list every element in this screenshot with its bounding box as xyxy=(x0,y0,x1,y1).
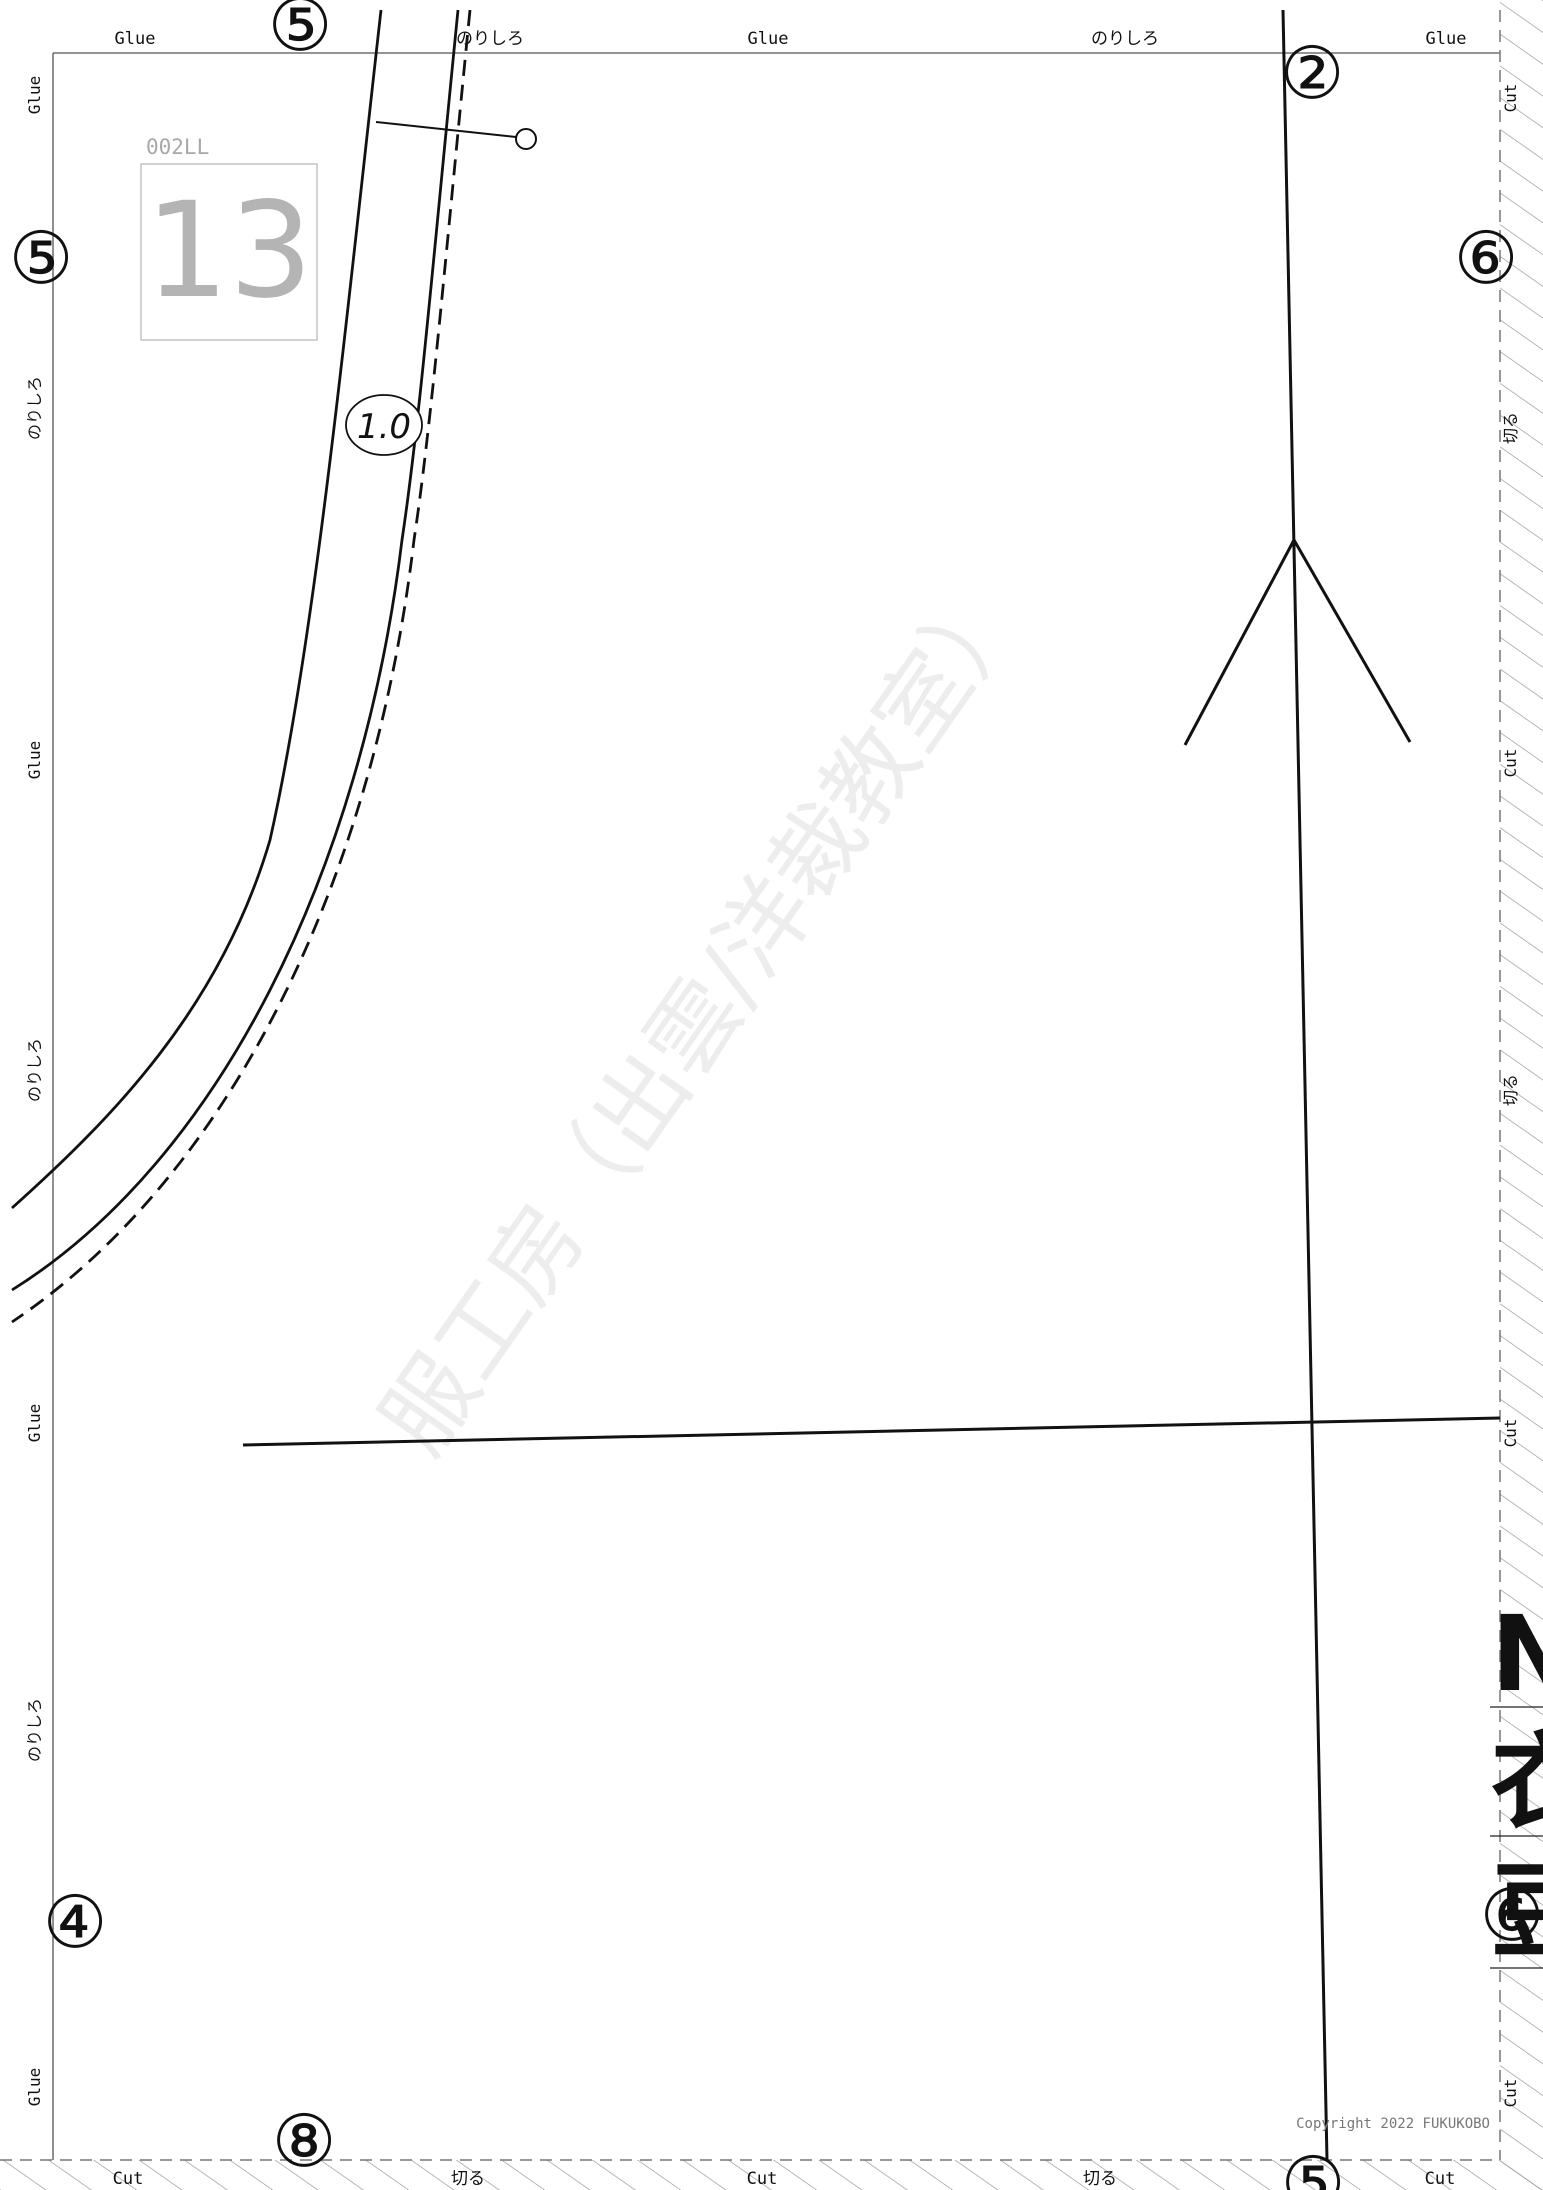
side-title-letter: N xyxy=(1491,1593,1543,1715)
edge-label-left: Glue xyxy=(25,76,44,115)
right-edge-labels: Cut 切る Cut 切る Cut Cut xyxy=(1501,84,1520,2108)
edge-label-left: のりしろ xyxy=(25,376,44,440)
edge-label-bottom: Cut xyxy=(1425,2169,1456,2189)
marker-right-top: ⑥ xyxy=(1454,216,1519,300)
edge-label-right: 切る xyxy=(1501,1074,1520,1106)
edge-label-top: Glue xyxy=(115,29,156,49)
edge-label-bottom: 切る xyxy=(1083,2169,1117,2189)
edge-label-left: のりしろ xyxy=(25,1038,44,1102)
page-number-frame xyxy=(140,163,318,341)
marker-lower-left: ④ xyxy=(43,1880,108,1964)
marker-right-bottom: ⑥ xyxy=(1480,1873,1543,1957)
marker-top-right: ② xyxy=(1280,31,1345,115)
neckline-curve xyxy=(11,9,383,1210)
edge-label-left: Glue xyxy=(25,741,44,780)
page-number: 13 xyxy=(145,174,313,328)
watermark: 服工房（出雲/洋裁教室） xyxy=(360,557,1046,1473)
edge-label-top: Glue xyxy=(748,29,789,49)
copyright: Copyright 2022 FUKUKOBO xyxy=(1296,2116,1490,2132)
side-title-block: N 衣 豆 xyxy=(1490,1593,1543,1973)
side-title-kanji-1: 衣 xyxy=(1491,1721,1543,1843)
reference-markers: ⑤ ② ⑤ ⑥ ④ ⑧ ⑤ xyxy=(9,0,1519,2190)
seam-allowance-marker: 1.0 xyxy=(345,394,423,456)
left-edge-labels: Glue のりしろ Glue のりしろ Glue のりしろ Glue xyxy=(25,76,44,2107)
edge-label-right: Cut xyxy=(1501,1419,1520,1448)
horizontal-guide-line xyxy=(242,1416,1501,1447)
edge-label-top: のりしろ xyxy=(456,29,524,49)
seam-allowance-ellipse xyxy=(345,394,423,456)
page-id-code: 002LL xyxy=(146,135,209,159)
grainline-arrow-left xyxy=(1183,539,1296,746)
cut-margin-bottom xyxy=(0,2160,1543,2190)
edge-label-left: Glue xyxy=(25,1404,44,1443)
marker-bottom-left: ⑧ xyxy=(272,2099,337,2183)
marker-top-left: ⑤ xyxy=(268,0,333,67)
top-edge-labels: Glue のりしろ Glue のりしろ Glue xyxy=(115,29,1467,49)
notch-circle xyxy=(515,128,537,150)
cutting-line-dashed xyxy=(11,9,472,1324)
seam-line-inner xyxy=(11,9,460,1292)
grainline-arrow-right xyxy=(1292,539,1412,743)
edge-label-right: Cut xyxy=(1501,84,1520,113)
pattern-lines xyxy=(11,9,1501,2161)
edge-label-left: のりしろ xyxy=(25,1698,44,1762)
marker-bottom-right: ⑤ xyxy=(1281,2141,1346,2190)
edge-label-right: Cut xyxy=(1501,2079,1520,2108)
marker-left: ⑤ xyxy=(9,216,74,300)
page-id-box: 002LL 13 xyxy=(140,135,318,341)
watermark-text: 服工房（出雲/洋裁教室） xyxy=(360,557,1046,1473)
notch-line xyxy=(375,121,517,138)
bottom-edge-labels: Cut 切る Cut 切る Cut xyxy=(113,2169,1456,2189)
edge-label-right: 切る xyxy=(1501,412,1520,444)
edge-label-top: Glue xyxy=(1426,29,1467,49)
cut-margin-right xyxy=(1500,0,1543,2190)
edge-label-left: Glue xyxy=(25,2068,44,2107)
edge-label-bottom: 切る xyxy=(451,2169,485,2189)
side-title-kanji-2: 豆 xyxy=(1491,1851,1543,1973)
edge-label-bottom: Cut xyxy=(113,2169,144,2189)
grainline xyxy=(1281,9,1329,2161)
edge-label-right: Cut xyxy=(1501,749,1520,778)
seam-allowance-value: 1.0 xyxy=(357,407,411,447)
edge-label-bottom: Cut xyxy=(747,2169,778,2189)
edge-label-top: のりしろ xyxy=(1091,29,1159,49)
